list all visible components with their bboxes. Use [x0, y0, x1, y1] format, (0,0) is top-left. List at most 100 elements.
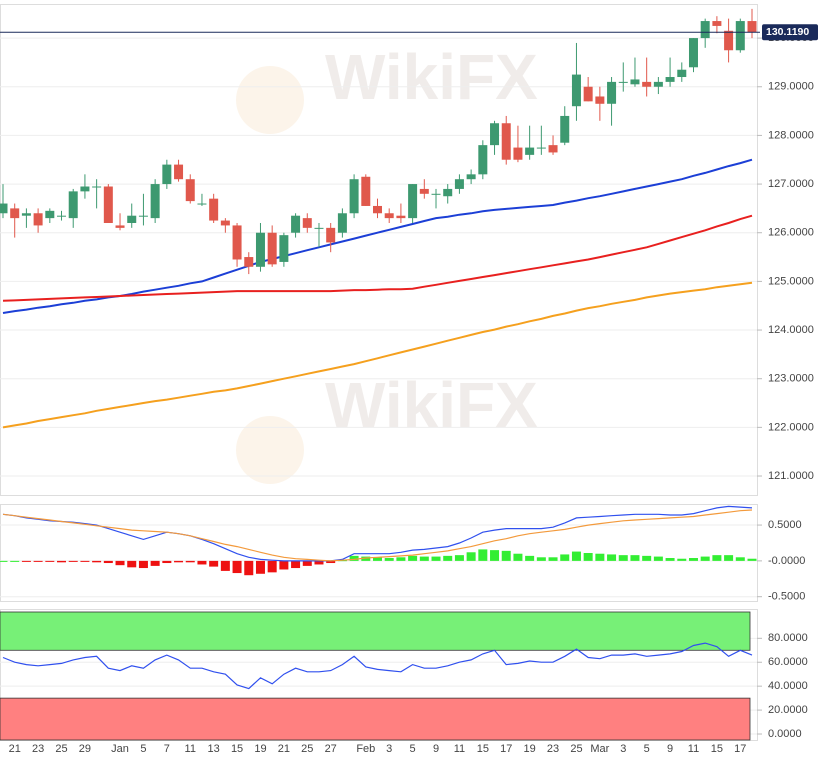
- histogram-bar: [513, 553, 523, 561]
- candle-body: [92, 186, 102, 188]
- candle-body: [349, 179, 359, 214]
- candle-body: [138, 215, 148, 217]
- y-tick-label: 128.0000: [768, 129, 814, 141]
- candle-body: [466, 174, 476, 180]
- histogram-bar: [150, 560, 160, 566]
- histogram-bar: [700, 556, 710, 561]
- histogram-bar: [408, 555, 418, 561]
- histogram-bar: [232, 560, 242, 574]
- histogram-bar: [244, 560, 254, 576]
- histogram-bar: [0, 560, 8, 562]
- candle-body: [501, 123, 511, 160]
- candle-body: [127, 215, 137, 223]
- x-tick-label: 19: [524, 743, 536, 755]
- x-tick-label: 25: [570, 743, 582, 755]
- y-tick-label: 122.0000: [768, 421, 814, 433]
- histogram-bar: [501, 550, 511, 561]
- x-tick-label: 27: [325, 743, 337, 755]
- histogram-bar: [454, 555, 464, 561]
- x-tick-label: Feb: [356, 743, 375, 755]
- histogram-bar: [209, 560, 219, 567]
- histogram-bar: [373, 557, 382, 561]
- candle-body: [607, 81, 617, 104]
- x-tick-label: 7: [164, 743, 170, 755]
- overbought-zone: [0, 611, 751, 651]
- candle-body: [150, 184, 160, 219]
- y-tick-label: 40.0000: [768, 680, 808, 692]
- histogram-bar: [724, 555, 734, 561]
- x-tick-label: 21: [9, 743, 21, 755]
- x-tick-label: 25: [301, 743, 313, 755]
- candle-body: [396, 215, 406, 219]
- candle-body: [700, 21, 710, 39]
- histogram-bar: [361, 556, 371, 561]
- candle-body: [57, 215, 67, 217]
- histogram-bar: [326, 560, 336, 564]
- candle-body: [302, 218, 312, 228]
- candle-body: [642, 81, 652, 87]
- candle-body: [326, 227, 336, 243]
- histogram-bar: [630, 555, 640, 561]
- candle-body: [560, 115, 570, 143]
- y-tick-label: 20.0000: [768, 704, 808, 716]
- candle-body: [174, 164, 184, 180]
- y-tick-label: 129.0000: [768, 81, 814, 93]
- histogram-bar: [255, 560, 265, 574]
- histogram-bar: [279, 560, 289, 570]
- histogram-bar: [314, 560, 324, 565]
- histogram-bar: [735, 557, 745, 561]
- x-tick-label: 23: [547, 743, 559, 755]
- histogram-bar: [174, 560, 184, 563]
- histogram-bar: [103, 560, 113, 564]
- x-tick-label: 15: [477, 743, 489, 755]
- histogram-bar: [162, 560, 172, 564]
- histogram-bar: [466, 552, 476, 561]
- price-panel: [0, 4, 758, 496]
- candle-body: [68, 191, 78, 219]
- histogram-bar: [595, 553, 605, 561]
- x-tick-label: 15: [231, 743, 243, 755]
- x-tick-label: Jan: [111, 743, 129, 755]
- histogram-bar: [349, 555, 359, 561]
- candle-body: [103, 186, 113, 223]
- y-tick-label: 127.0000: [768, 178, 814, 190]
- histogram-bar: [653, 556, 663, 561]
- x-tick-label: 19: [254, 743, 266, 755]
- last-price-label: 130.1190: [766, 26, 809, 38]
- x-tick-label: 15: [711, 743, 723, 755]
- candle-body: [80, 186, 90, 192]
- histogram-bar: [548, 557, 558, 561]
- y-tick-label: 124.0000: [768, 324, 814, 336]
- x-tick-label: 9: [667, 743, 673, 755]
- moving-average: [2, 214, 753, 302]
- histogram-bar: [560, 554, 570, 561]
- candle-body: [209, 198, 219, 221]
- candle-body: [724, 30, 734, 51]
- histogram-bar: [642, 555, 652, 561]
- y-tick-label: 80.0000: [768, 632, 808, 644]
- candle-body: [33, 213, 43, 226]
- candle-body: [10, 208, 20, 219]
- histogram-bar: [490, 550, 500, 561]
- candle-body: [536, 147, 546, 149]
- candle-body: [373, 205, 382, 214]
- histogram-bar: [583, 553, 593, 561]
- histogram-bar: [267, 560, 277, 573]
- histogram-bar: [688, 558, 698, 561]
- x-tick-label: 5: [644, 743, 650, 755]
- y-tick-label: -0.0000: [768, 555, 805, 567]
- x-tick-label: 17: [734, 743, 746, 755]
- x-tick-label: 13: [208, 743, 220, 755]
- histogram-bar: [443, 555, 453, 561]
- candle-body: [665, 77, 675, 82]
- macd-panel: [0, 504, 758, 602]
- candle-body: [653, 81, 663, 87]
- histogram-bar: [138, 560, 148, 569]
- histogram-bar: [185, 560, 195, 563]
- candle-body: [267, 232, 277, 265]
- rsi-panel: [0, 609, 758, 741]
- candle-body: [408, 184, 418, 219]
- x-tick-label: 17: [500, 743, 512, 755]
- candle-body: [688, 38, 698, 68]
- x-tick-label: 21: [278, 743, 290, 755]
